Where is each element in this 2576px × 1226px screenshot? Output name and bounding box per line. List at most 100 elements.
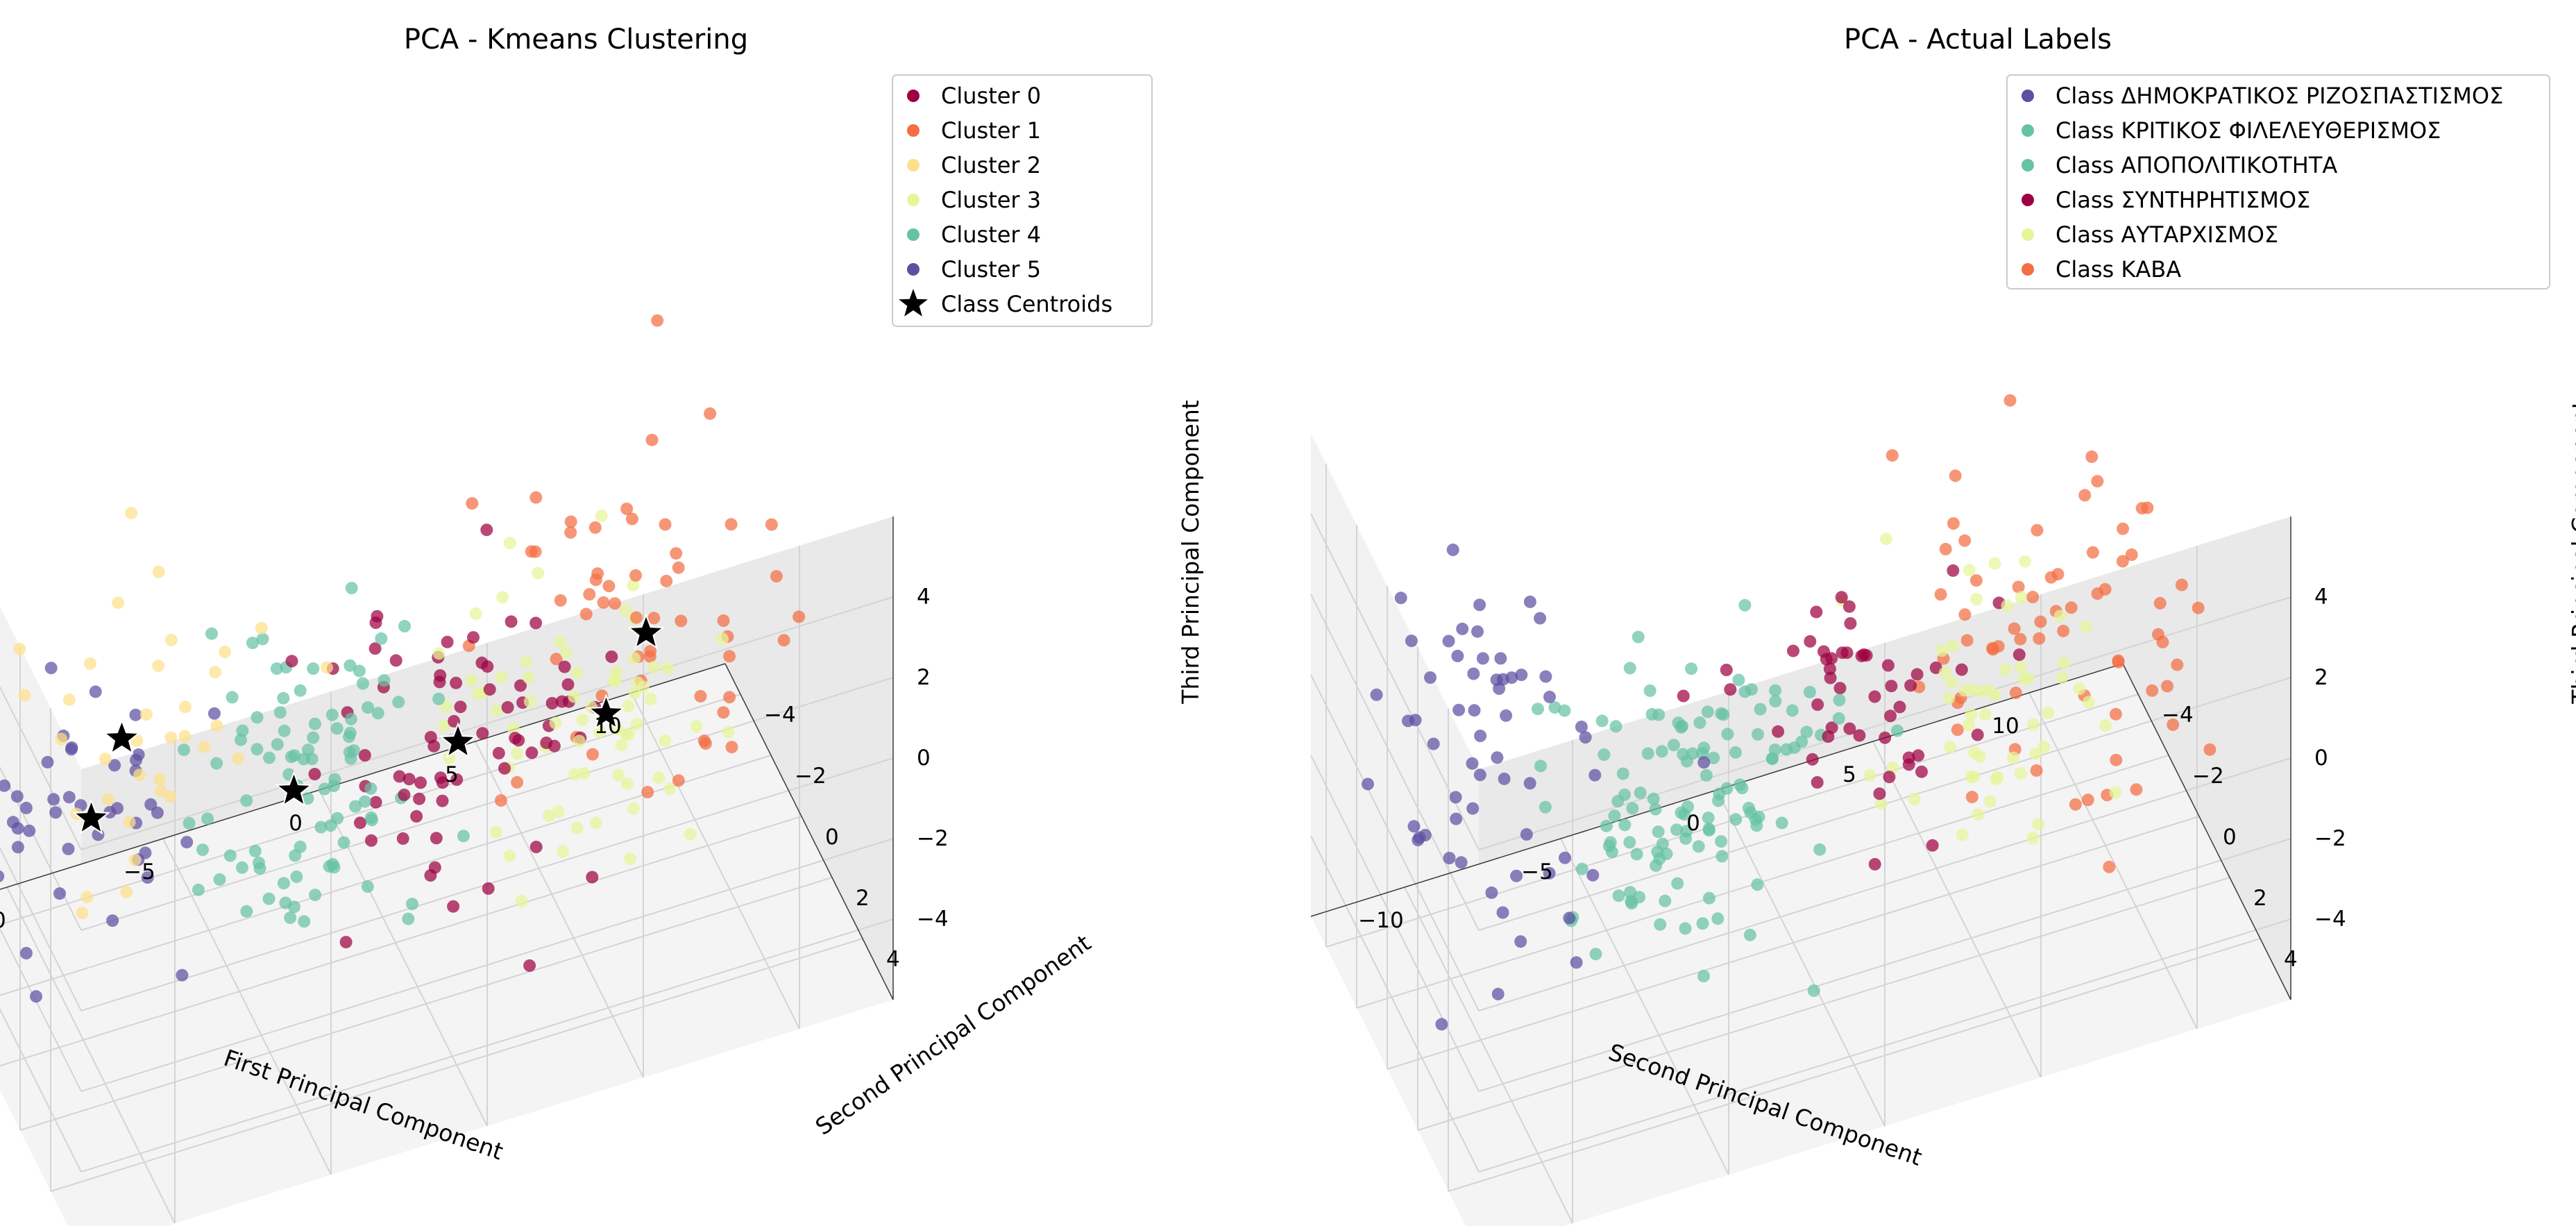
scatter-point [1450, 812, 1463, 825]
scatter-point [624, 853, 637, 866]
scatter-point [1810, 605, 1823, 619]
legend: Class ΔΗΜΟΚΡΑΤΙΚΟΣ ΡΙΖΟΣΠΑΣΤΙΣΜΟΣ Class Κ… [2006, 74, 2550, 289]
scatter-point [2009, 687, 2022, 699]
scatter-point [1598, 748, 1611, 762]
scatter-point [180, 836, 194, 849]
scatter-point [10, 790, 24, 803]
scatter-point [1879, 731, 1892, 744]
legend: Cluster 0 Cluster 1 Cluster 2 Cluster 3 Clus… [892, 74, 1153, 327]
scatter-point [1696, 917, 1709, 930]
scatter-point [2073, 682, 2086, 696]
scatter-point [2012, 580, 2025, 594]
scatter-point [128, 853, 142, 866]
scatter-point [704, 407, 717, 420]
scatter-point [1833, 682, 1847, 695]
scatter-point [236, 724, 249, 737]
legend-label: Cluster 3 [941, 187, 1041, 213]
scatter-point [476, 727, 489, 740]
scatter-point [223, 849, 237, 862]
scatter-point [318, 782, 331, 796]
scatter-point [2065, 601, 2078, 614]
scatter-point [130, 753, 142, 766]
scatter-point [2175, 578, 2188, 591]
grid-line [1560, 838, 1729, 1175]
scatter-point [19, 801, 33, 814]
scatter-point [489, 825, 502, 839]
scatter-point [330, 722, 344, 735]
scatter-point [1823, 662, 1836, 675]
scatter-point [1427, 737, 1440, 750]
scatter-point [1949, 469, 1962, 482]
z-tick-label: −2 [2314, 826, 2346, 851]
scatter-point [552, 805, 565, 818]
scatter-point [1570, 956, 1583, 969]
scatter-point [210, 757, 223, 770]
scatter-point [558, 660, 571, 673]
scatter-point [396, 832, 409, 845]
scatter-point [1510, 869, 1523, 882]
legend-marker [907, 124, 920, 137]
scatter-point [1884, 709, 1897, 723]
scatter-point [529, 491, 543, 504]
scatter-point [1956, 828, 1969, 841]
scatter-point [496, 591, 509, 604]
scatter-point [1671, 877, 1684, 890]
scatter-point [178, 700, 192, 714]
scatter-point [389, 654, 402, 667]
z-tick-label: 4 [917, 585, 931, 610]
scatter-point [262, 892, 276, 905]
scatter-point [2167, 718, 2180, 731]
y-tick-label: 4 [886, 947, 900, 972]
scatter-point [448, 714, 461, 728]
scatter-point [55, 732, 68, 746]
scatter-point [450, 676, 463, 689]
scatter-point [586, 748, 599, 761]
floor-pane [0, 664, 893, 1226]
scatter-point [2029, 747, 2042, 760]
y-tick-label: 2 [856, 886, 870, 911]
y-tick-label: 2 [2253, 886, 2267, 911]
scatter-point [1891, 724, 1904, 737]
scatter-point [277, 877, 290, 890]
scatter-point [398, 788, 411, 801]
legend-label: Cluster 2 [941, 152, 1041, 178]
scatter-point [53, 887, 66, 900]
grid-line [1310, 755, 1480, 1092]
scatter-point [595, 510, 608, 523]
scatter-point [515, 894, 528, 907]
scatter-point [1804, 635, 1817, 648]
z-axis-label: Third Principal Component [1177, 400, 1204, 704]
scatter-point [1442, 635, 1455, 648]
scatter-point [511, 775, 524, 789]
scatter-point [2146, 684, 2159, 697]
scatter-point [2034, 615, 2047, 628]
scatter-point [1942, 691, 1956, 705]
scatter-point [2103, 860, 2116, 873]
y-tick-label: −4 [2162, 703, 2194, 728]
scatter-point [684, 828, 697, 841]
scatter-point [495, 671, 508, 684]
y-tick-label: −2 [795, 764, 827, 789]
scatter-point [1505, 671, 1518, 685]
scatter-point [1860, 649, 1873, 662]
scatter-point [226, 691, 239, 704]
legend-label: Cluster 4 [941, 221, 1041, 248]
grid-line [50, 938, 863, 1192]
scatter-point [1983, 795, 1997, 808]
scatter-point [1833, 694, 1846, 707]
scatter-point [198, 740, 211, 753]
scatter-point [89, 685, 102, 698]
scatter-point [1650, 859, 1663, 872]
scatter-point [770, 570, 783, 583]
scatter-point [375, 632, 388, 645]
scatter-point [454, 700, 467, 714]
scatter-point [1965, 771, 1978, 784]
scatter-point [1452, 703, 1466, 716]
scatter-point [509, 732, 522, 745]
scatter-point [1588, 769, 1602, 782]
scatter-point [256, 632, 269, 646]
scatter-point [557, 845, 570, 858]
scatter-point [1413, 831, 1426, 844]
scatter-point [366, 814, 378, 827]
scatter-point [308, 768, 321, 781]
